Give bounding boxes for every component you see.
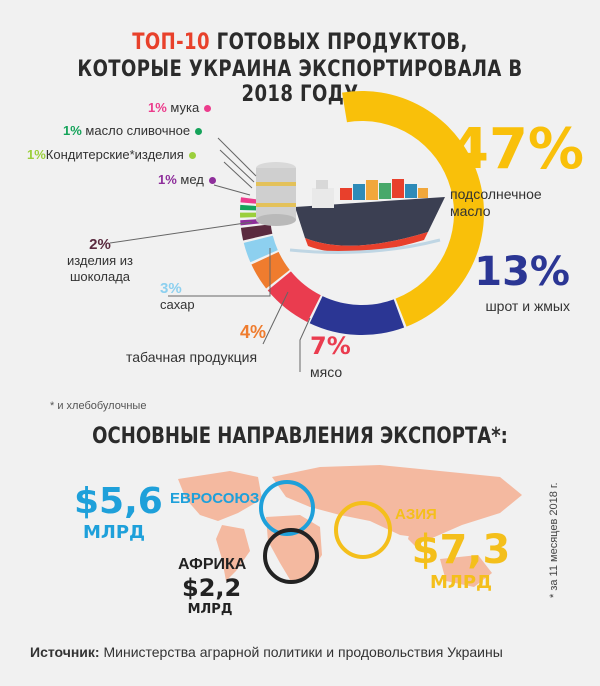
title-line2: КОТОРЫЕ УКРАИНА ЭКСПОРТИРОВАЛА В 2018 ГО…: [77, 57, 523, 107]
title-accent: ТОП-10: [132, 30, 210, 55]
slice-chocolate: [240, 224, 273, 241]
value-sugar: 3%: [160, 280, 182, 297]
slice-meal-cake: [309, 296, 405, 335]
label-confectionery: 1%Кондитерские*изделия: [27, 147, 196, 162]
region-africa-amount: $2,2 МЛРД: [182, 574, 242, 617]
page-title: ТОП-10 ГОТОВЫХ ПРОДУКТОВ, КОТОРЫЕ УКРАИН…: [54, 30, 546, 107]
label-sunflower-oil: 47% подсолнечное масло: [450, 117, 585, 220]
value-tobacco: 4%: [240, 322, 267, 342]
value-chocolate: 2%: [89, 236, 111, 253]
value-flour: 1%: [148, 100, 167, 115]
source-text: Министерства аграрной политики и продово…: [99, 644, 503, 660]
ship-icon: [289, 179, 445, 254]
value-sunflower-oil: 47%: [450, 117, 585, 182]
label-butter: 1% масло сливочное: [63, 123, 203, 138]
butter-dot-icon: [195, 128, 203, 136]
slice-sugar: [243, 235, 278, 263]
value-confectionery: 1%: [27, 147, 46, 162]
barrel-icon: [256, 162, 296, 226]
region-africa-name: АФРИКА: [178, 556, 247, 573]
source-line: Источник: Министерства аграрной политики…: [30, 644, 503, 660]
confectionery-dot-icon: [188, 152, 196, 160]
donut-slices: [240, 91, 484, 335]
value-butter: 1%: [63, 123, 82, 138]
value-meat: 7%: [310, 332, 351, 360]
source-label: Источник:: [30, 644, 100, 660]
label-meat: 7% мясо: [310, 332, 351, 380]
flour-dot-icon: [204, 105, 212, 113]
africa-circle-icon: [263, 528, 319, 584]
label-tobacco: 4% табачная продукция: [126, 322, 267, 365]
region-asia-name: АЗИЯ: [395, 506, 437, 523]
label-flour: 1% мука: [148, 100, 212, 115]
label-chocolate: 2% изделия из шоколада: [40, 236, 160, 285]
asia-circle-icon: [334, 501, 392, 559]
value-meal-cake: 13%: [474, 249, 570, 295]
label-sugar: 3% сахар: [160, 280, 195, 312]
label-honey: 1% мед: [158, 172, 216, 187]
eu-circle-icon: [259, 480, 315, 536]
vertical-note: * за 11 месяцев 2018 г.: [548, 482, 560, 598]
title-line1: ГОТОВЫХ ПРОДУКТОВ,: [209, 30, 468, 55]
footnote: * и хлебобулочные: [50, 400, 147, 412]
region-eu-name: ЕВРОСОЮЗ: [170, 490, 260, 507]
world-map: [178, 465, 522, 587]
section-title: ОСНОВНЫЕ НАПРАВЛЕНИЯ ЭКСПОРТА*:: [92, 424, 508, 449]
honey-dot-icon: [208, 177, 216, 185]
slice-tobacco: [251, 251, 290, 289]
slice-sunflower-oil: [342, 91, 484, 327]
region-eu-amount: $5,6 МЛРД: [74, 481, 163, 543]
region-asia-amount: $7,3 МЛРД: [411, 527, 511, 593]
slice-meat: [267, 271, 321, 323]
donut-chart: [109, 91, 484, 372]
label-meal-cake: 13% шрот и жмых: [470, 252, 570, 314]
value-honey: 1%: [158, 172, 177, 187]
